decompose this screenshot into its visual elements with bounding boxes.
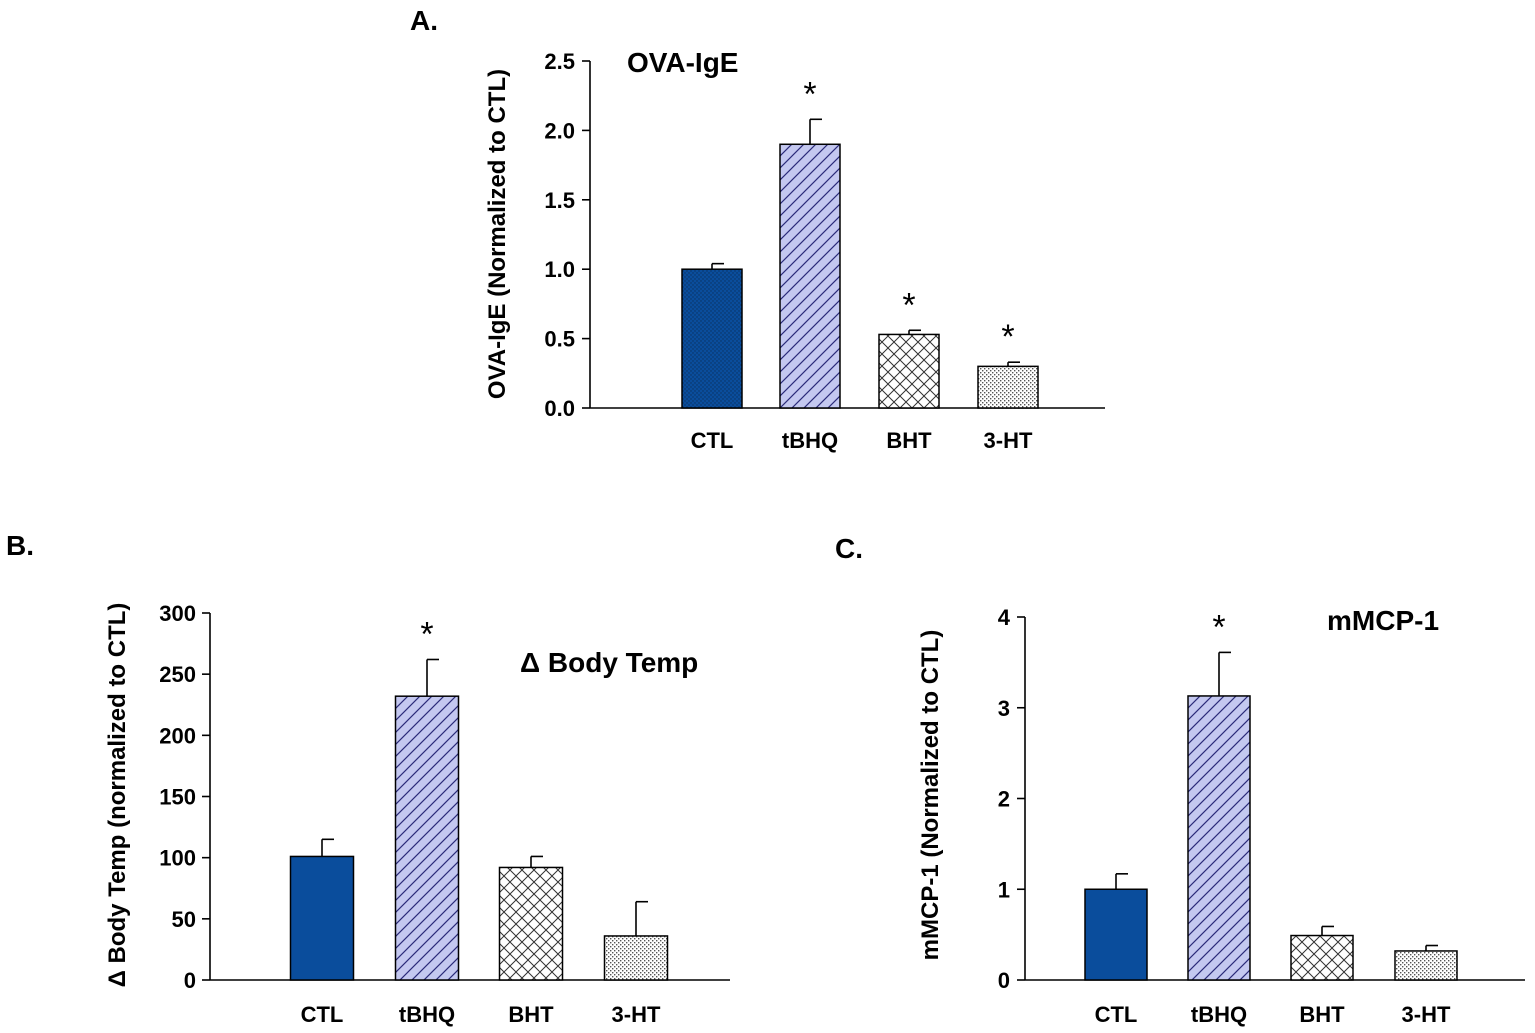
panel-label-b: B. bbox=[6, 530, 34, 561]
y-tick-label: 1.0 bbox=[544, 257, 575, 282]
y-tick-label: 1.5 bbox=[544, 188, 575, 213]
bar-3-ht bbox=[603, 935, 669, 981]
y-tick-label: 200 bbox=[159, 723, 196, 748]
x-tick-label: tBHQ bbox=[399, 1002, 455, 1027]
bar-bht bbox=[498, 866, 564, 981]
y-tick-label: 0.5 bbox=[544, 327, 575, 352]
y-tick-label: 0 bbox=[184, 968, 196, 993]
y-tick-label: 250 bbox=[159, 662, 196, 687]
bar-tbhq bbox=[1187, 695, 1251, 981]
significance-star: * bbox=[902, 286, 915, 324]
chart-title-a: OVA-IgE bbox=[627, 47, 738, 78]
x-tick-label: 3-HT bbox=[612, 1002, 661, 1027]
y-axis-label-b: Δ Body Temp (normalized to CTL) bbox=[104, 603, 131, 988]
y-tick-label: 1 bbox=[998, 877, 1010, 902]
bar-ctl bbox=[1084, 888, 1148, 981]
y-tick-label: 2 bbox=[998, 787, 1010, 812]
bar-ctl bbox=[289, 855, 355, 981]
y-tick-label: 0.0 bbox=[544, 396, 575, 421]
y-tick-label: 2.0 bbox=[544, 118, 575, 143]
chart-panel-a: A. OVA-IgE OVA-IgE (Normalized to CTL) 0… bbox=[410, 5, 1105, 453]
y-tick-label: 300 bbox=[159, 601, 196, 626]
x-tick-label: CTL bbox=[691, 428, 734, 453]
bar-ctl bbox=[681, 268, 743, 409]
y-tick-label: 2.5 bbox=[544, 49, 575, 74]
panel-label-c: C. bbox=[835, 533, 863, 564]
bar-tbhq bbox=[779, 143, 841, 409]
significance-star: * bbox=[803, 75, 816, 113]
chart-panel-b: B. Δ Body Temp Δ Body Temp (normalized t… bbox=[6, 530, 730, 1027]
panel-label-a: A. bbox=[410, 5, 438, 36]
y-tick-label: 150 bbox=[159, 785, 196, 810]
chart-title-c: mMCP-1 bbox=[1327, 605, 1439, 636]
x-tick-label: BHT bbox=[508, 1002, 554, 1027]
significance-star: * bbox=[420, 615, 433, 653]
bar-3-ht bbox=[1394, 950, 1458, 981]
y-tick-label: 50 bbox=[172, 907, 196, 932]
x-tick-label: tBHQ bbox=[1191, 1002, 1247, 1027]
y-tick-label: 4 bbox=[998, 605, 1011, 630]
x-tick-label: BHT bbox=[1299, 1002, 1345, 1027]
bar-bht bbox=[1290, 934, 1354, 981]
x-tick-label: 3-HT bbox=[984, 428, 1033, 453]
bar-bht bbox=[878, 333, 940, 409]
chart-panel-c: C. mMCP-1 mMCP-1 (Normalized to CTL) 0 1 2… bbox=[835, 533, 1525, 1027]
x-tick-label: 3-HT bbox=[1402, 1002, 1451, 1027]
significance-star: * bbox=[1212, 608, 1225, 646]
y-axis-label-a: OVA-IgE (Normalized to CTL) bbox=[484, 69, 511, 399]
y-tick-label: 0 bbox=[998, 968, 1010, 993]
chart-title-b: Δ Body Temp bbox=[520, 647, 698, 678]
x-tick-label: BHT bbox=[886, 428, 932, 453]
y-axis-label-c: mMCP-1 (Normalized to CTL) bbox=[917, 630, 944, 961]
y-tick-label: 3 bbox=[998, 696, 1010, 721]
significance-star: * bbox=[1001, 318, 1014, 356]
y-tick-label: 100 bbox=[159, 846, 196, 871]
bar-tbhq bbox=[394, 695, 460, 981]
x-tick-label: CTL bbox=[301, 1002, 344, 1027]
x-tick-label: CTL bbox=[1095, 1002, 1138, 1027]
x-tick-label: tBHQ bbox=[782, 428, 838, 453]
bar-3-ht bbox=[977, 365, 1039, 409]
